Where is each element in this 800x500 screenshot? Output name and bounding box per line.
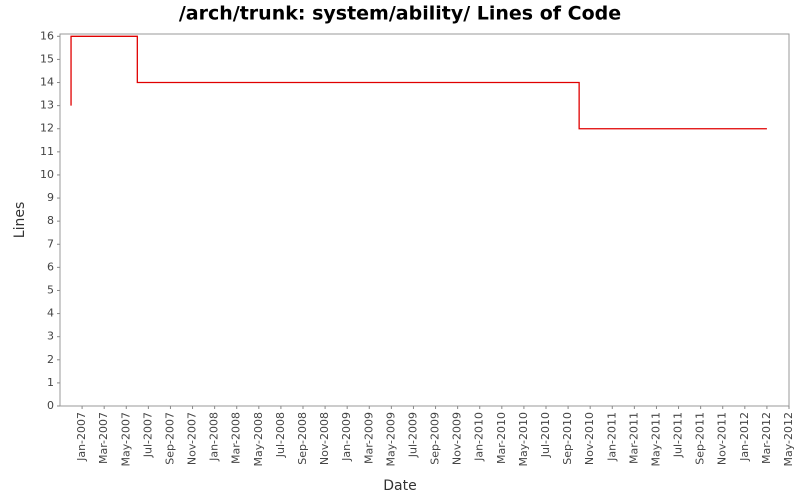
x-tick-label: Sep-2008 xyxy=(296,412,309,465)
series-line xyxy=(70,35,767,130)
y-tick-label: 0 xyxy=(47,399,54,412)
x-tick-label: May-2011 xyxy=(649,412,662,467)
y-tick-label: 3 xyxy=(47,330,54,343)
y-tick-label: 16 xyxy=(40,29,54,42)
x-tick-label: May-2007 xyxy=(119,412,132,467)
plot-area xyxy=(59,33,790,407)
x-tick-label: Mar-2012 xyxy=(760,412,773,464)
x-tick-label: Sep-2007 xyxy=(163,412,176,465)
y-tick-label: 1 xyxy=(47,376,54,389)
x-tick-label: Nov-2007 xyxy=(186,412,199,465)
x-tick-label: Jan-2010 xyxy=(473,412,486,462)
y-tick-label: 10 xyxy=(40,168,54,181)
chart-title: /arch/trunk: system/ability/ Lines of Co… xyxy=(179,3,621,25)
y-axis-label: Lines xyxy=(12,202,28,238)
x-tick-label: Nov-2008 xyxy=(318,412,331,465)
y-tick-label: 12 xyxy=(40,122,54,135)
y-tick-label: 14 xyxy=(40,76,54,89)
y-tick-label: 9 xyxy=(47,191,54,204)
x-tick-label: May-2010 xyxy=(517,412,530,467)
x-tick-label: Nov-2011 xyxy=(716,412,729,465)
x-tick-label: Mar-2009 xyxy=(362,412,375,464)
x-tick-label: Mar-2011 xyxy=(627,412,640,464)
x-tick-label: Jan-2008 xyxy=(208,412,221,462)
y-tick-label: 11 xyxy=(40,145,54,158)
x-tick-label: Jan-2007 xyxy=(75,412,88,462)
x-tick-label: May-2008 xyxy=(252,412,265,467)
x-axis-label: Date xyxy=(383,478,416,494)
x-tick-label: Jan-2009 xyxy=(340,412,353,462)
x-tick-label: Jul-2008 xyxy=(274,412,287,458)
x-tick-label: Mar-2007 xyxy=(97,412,110,464)
x-tick-label: Sep-2009 xyxy=(429,412,442,465)
x-tick-label: Jan-2011 xyxy=(605,412,618,462)
x-tick-label: Jan-2012 xyxy=(738,412,751,462)
y-tick-label: 4 xyxy=(47,307,54,320)
x-tick-label: Sep-2011 xyxy=(694,412,707,465)
x-tick-label: Nov-2009 xyxy=(451,412,464,465)
y-tick-label: 2 xyxy=(47,353,54,366)
x-tick-label: Jul-2009 xyxy=(406,412,419,458)
y-tick-label: 7 xyxy=(47,237,54,250)
x-tick-label: Nov-2010 xyxy=(583,412,596,465)
y-tick-label: 6 xyxy=(47,260,54,273)
y-tick-label: 13 xyxy=(40,99,54,112)
x-tick-label: Mar-2008 xyxy=(230,412,243,464)
x-tick-label: Mar-2010 xyxy=(495,412,508,464)
x-tick-label: Jul-2007 xyxy=(141,412,154,458)
y-tick-label: 15 xyxy=(40,52,54,65)
x-tick-label: Jul-2010 xyxy=(539,412,552,458)
x-tick-label: May-2009 xyxy=(384,412,397,467)
y-tick-label: 5 xyxy=(47,283,54,296)
x-tick-label: Jul-2011 xyxy=(672,412,685,458)
y-tick-label: 8 xyxy=(47,214,54,227)
x-tick-label: May-2012 xyxy=(782,412,795,467)
x-tick-label: Sep-2010 xyxy=(561,412,574,465)
